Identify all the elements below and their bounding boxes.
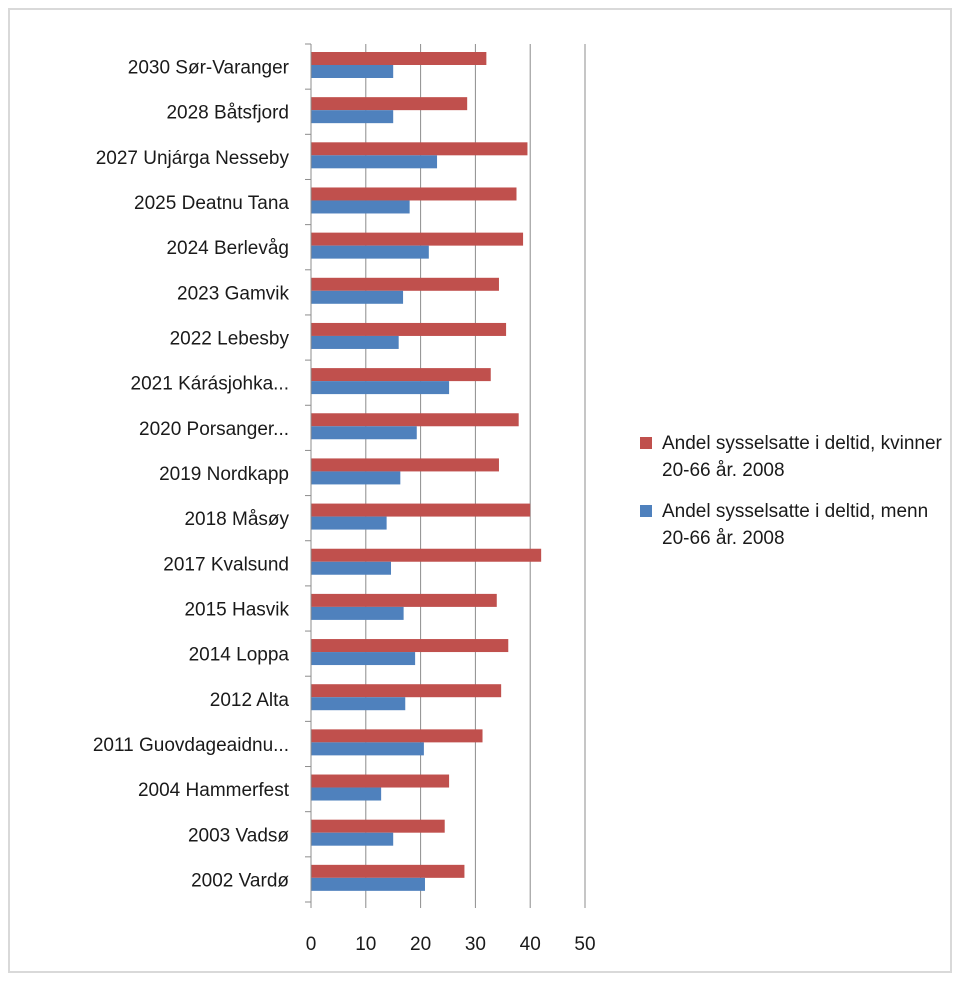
category-label: 2002 Vardø <box>191 870 289 891</box>
bar-men <box>311 65 394 78</box>
bar-women <box>311 52 487 65</box>
bar-men <box>311 787 382 801</box>
bar-women <box>311 413 519 427</box>
bar-women <box>311 97 468 111</box>
category-label: 2023 Gamvik <box>177 283 289 304</box>
bar-men <box>311 335 399 349</box>
bar-men <box>311 832 394 846</box>
category-label: 2015 Hasvik <box>184 599 289 620</box>
bar-women <box>311 639 509 653</box>
legend-item-men: Andel sysselsatte i deltid, menn 20-66 å… <box>640 498 960 552</box>
bar-men <box>311 110 394 124</box>
category-label: 2020 Porsanger... <box>139 419 289 440</box>
legend-item-women: Andel sysselsatte i deltid, kvinner 20-6… <box>640 430 960 484</box>
bar-women <box>311 774 450 788</box>
bar-women <box>311 819 445 833</box>
category-label: 2018 Måsøy <box>184 509 289 530</box>
legend-swatch-women <box>640 437 652 449</box>
bar-women <box>311 187 517 201</box>
bar-women <box>311 548 542 562</box>
bar-men <box>311 381 450 395</box>
legend-label-men: Andel sysselsatte i deltid, menn 20-66 å… <box>662 501 929 549</box>
x-tick-label: 40 <box>520 934 541 955</box>
bar-women <box>311 232 524 246</box>
bar-men <box>311 516 387 530</box>
bar-men <box>311 155 438 169</box>
bar-men <box>311 200 410 214</box>
bar-men <box>311 652 416 666</box>
bar-women <box>311 684 502 698</box>
category-label: 2003 Vadsø <box>188 825 289 846</box>
category-label: 2004 Hammerfest <box>138 780 290 801</box>
bar-women <box>311 729 483 743</box>
bar-men <box>311 471 401 485</box>
bar-women <box>311 322 507 336</box>
bar-men <box>311 697 406 711</box>
bar-women <box>311 458 499 472</box>
category-label: 2017 Kvalsund <box>163 554 289 575</box>
legend-label-women: Andel sysselsatte i deltid, kvinner 20-6… <box>662 433 942 481</box>
bar-men <box>311 245 429 259</box>
category-label: 2022 Lebesby <box>170 329 290 350</box>
category-label: 2019 Nordkapp <box>159 464 289 485</box>
bar-women <box>311 368 491 382</box>
category-label: 2024 Berlevåg <box>166 238 289 259</box>
bar-women <box>311 593 497 607</box>
category-label: 2025 Deatnu Tana <box>134 193 289 214</box>
bar-men <box>311 742 424 756</box>
category-label: 2021 Kárásjohka... <box>131 374 289 395</box>
category-label: 2014 Loppa <box>189 645 290 666</box>
x-tick-label: 30 <box>465 934 486 955</box>
category-label: 2028 Båtsfjord <box>166 103 289 124</box>
x-tick-label: 10 <box>355 934 376 955</box>
bar-women <box>311 503 531 517</box>
bar-men <box>311 426 417 440</box>
chart-frame <box>8 8 952 973</box>
legend: Andel sysselsatte i deltid, kvinner 20-6… <box>640 430 960 566</box>
bar-men <box>311 561 392 575</box>
bar-women <box>311 277 499 291</box>
category-label: 2012 Alta <box>210 690 290 711</box>
bar-women <box>311 142 528 156</box>
x-tick-label: 0 <box>306 934 317 955</box>
legend-swatch-men <box>640 505 652 517</box>
category-label: 2030 Sør-Varanger <box>128 58 290 79</box>
bar-men <box>311 606 404 620</box>
bar-women <box>311 864 465 878</box>
category-label: 2027 Unjárga Nesseby <box>96 148 290 169</box>
category-label: 2011 Guovdageaidnu... <box>93 735 289 756</box>
bar-men <box>311 290 404 304</box>
bar-men <box>311 877 425 891</box>
x-tick-label: 50 <box>574 934 595 955</box>
x-tick-label: 20 <box>410 934 431 955</box>
